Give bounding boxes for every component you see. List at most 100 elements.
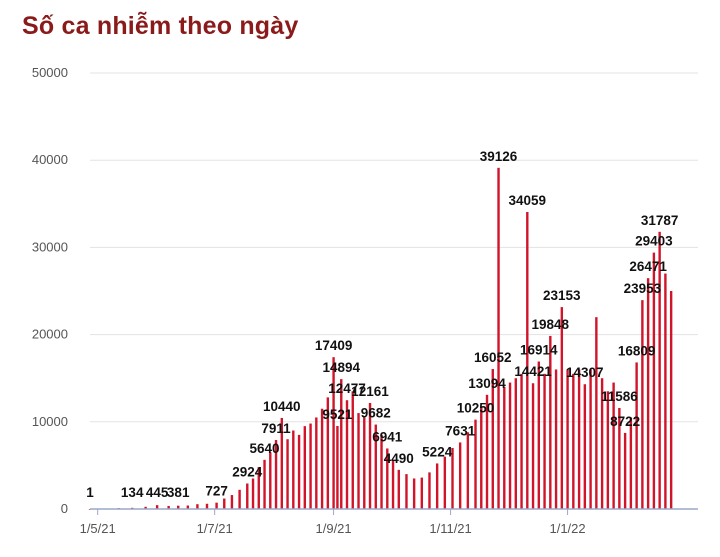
bar: [606, 391, 610, 509]
data-label: 4490: [384, 451, 414, 466]
bar: [274, 440, 278, 509]
bar: [474, 419, 477, 509]
bar: [397, 469, 400, 509]
data-label: 6941: [372, 430, 403, 445]
bar: [246, 483, 249, 509]
bar: [257, 467, 260, 509]
data-label: 26471: [629, 259, 667, 274]
bar: [641, 300, 644, 509]
bar: [554, 369, 558, 509]
bar: [435, 463, 439, 509]
data-label: 23153: [543, 288, 581, 303]
bar: [458, 442, 462, 509]
data-label: 23953: [624, 281, 662, 296]
bar: [669, 291, 673, 509]
bar: [537, 361, 541, 509]
bar: [623, 432, 627, 509]
bar: [543, 373, 546, 509]
bar: [635, 362, 638, 509]
data-label: 8722: [610, 414, 640, 429]
bar: [263, 459, 266, 509]
bar: [177, 505, 180, 509]
bar: [514, 378, 517, 509]
bar: [618, 407, 621, 509]
bar: [196, 504, 199, 509]
y-tick-label: 50000: [32, 65, 68, 80]
data-label: 5224: [422, 444, 453, 459]
data-label: 14307: [566, 365, 604, 380]
data-label: 13094: [468, 376, 506, 391]
bar: [405, 474, 408, 509]
x-tick-label: 1/7/21: [197, 521, 233, 536]
bar: [520, 373, 523, 509]
bar: [485, 394, 489, 509]
bar: [412, 478, 416, 509]
bar: [345, 400, 349, 509]
data-label: 12477: [328, 381, 366, 396]
y-tick-label: 30000: [32, 239, 68, 254]
data-label: 445: [146, 485, 169, 500]
bar: [658, 231, 661, 509]
bar: [497, 167, 500, 509]
axes: 0 10000 20000 30000 40000 50000 1/5/21 1/7/21 1/…: [32, 65, 698, 536]
bar: [215, 502, 218, 509]
bar: [391, 461, 395, 509]
bar: [583, 384, 587, 509]
bar: [595, 317, 598, 509]
bar: [572, 373, 575, 509]
data-label: 14421: [514, 364, 552, 379]
bar: [340, 379, 343, 509]
bar: [531, 383, 535, 509]
bars: [88, 167, 673, 510]
x-tick-label: 1/5/21: [80, 521, 116, 536]
data-label: 14894: [323, 360, 361, 375]
data-label: 9521: [322, 407, 353, 422]
bar: [466, 432, 470, 509]
x-tick-label: 1/11/21: [429, 521, 471, 536]
data-label: 34059: [509, 193, 547, 208]
bar: [508, 382, 512, 509]
bar: [380, 434, 383, 509]
bar: [374, 424, 377, 509]
data-label: 16914: [520, 343, 558, 358]
data-label: 2924: [232, 465, 263, 480]
bar: [223, 498, 226, 509]
x-tick-label: 1/1/22: [549, 521, 585, 536]
bar: [230, 495, 234, 509]
bar: [629, 417, 633, 509]
bar: [326, 397, 330, 509]
data-label: 7631: [445, 424, 476, 439]
data-label: 39126: [480, 149, 518, 164]
data-label: 727: [205, 484, 228, 499]
bar: [357, 413, 360, 509]
bar: [155, 505, 159, 509]
y-tick-label: 0: [61, 501, 68, 516]
bar: [320, 408, 324, 509]
bar: [186, 505, 190, 509]
y-tick-label: 40000: [32, 152, 68, 167]
bar: [368, 402, 372, 509]
data-label: 19848: [532, 317, 570, 332]
data-label: 1: [86, 485, 94, 500]
bar: [646, 278, 650, 509]
bar: [480, 406, 483, 509]
bar: [205, 503, 209, 509]
bar: [292, 430, 295, 509]
data-label: 5640: [249, 441, 279, 456]
bar: [652, 252, 656, 510]
data-label: 7911: [261, 421, 291, 436]
bar: [251, 478, 255, 509]
data-label: 134: [121, 485, 144, 500]
data-label: 11586: [601, 389, 638, 404]
bar: [428, 472, 431, 509]
bar: [560, 307, 564, 509]
bar: [577, 369, 581, 509]
bar: [144, 506, 147, 509]
bar: [566, 369, 569, 509]
bar: [420, 477, 424, 509]
bar: [664, 273, 667, 509]
bar: [336, 425, 339, 509]
bar: [589, 369, 592, 509]
bar: [303, 426, 307, 509]
